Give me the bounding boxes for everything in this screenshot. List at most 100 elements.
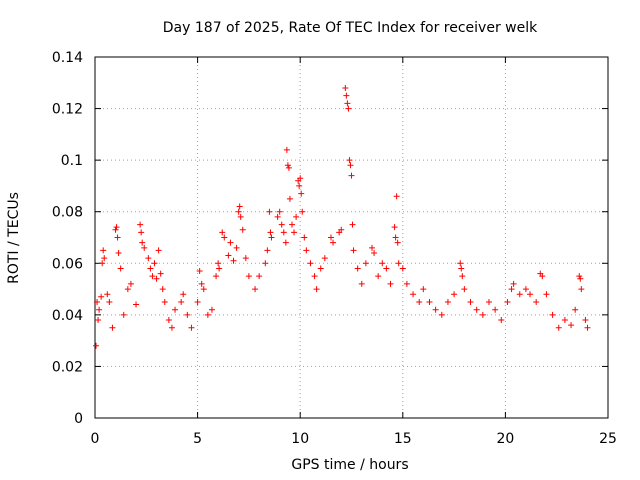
data-point — [555, 324, 562, 331]
data-point — [393, 193, 400, 200]
x-tick-label: 0 — [91, 431, 100, 447]
data-point — [172, 306, 179, 313]
data-point — [527, 291, 534, 298]
data-point — [94, 298, 101, 305]
data-point — [194, 298, 201, 305]
data-point — [578, 286, 585, 293]
data-point — [293, 213, 300, 220]
data-point — [236, 203, 243, 210]
data-point — [245, 273, 252, 280]
data-point — [96, 306, 103, 313]
data-point — [461, 286, 468, 293]
data-point — [138, 229, 145, 236]
data-point — [307, 260, 314, 267]
data-point — [221, 234, 228, 241]
data-point — [165, 317, 172, 324]
data-point — [549, 311, 556, 318]
x-tick-label: 20 — [496, 431, 514, 447]
data-point — [358, 280, 365, 287]
data-point — [235, 208, 242, 215]
data-point — [230, 257, 237, 264]
data-point — [109, 324, 116, 331]
data-point — [266, 208, 273, 215]
data-point — [242, 255, 249, 262]
data-point — [180, 291, 187, 298]
x-tick-label: 5 — [193, 431, 202, 447]
data-point — [473, 306, 480, 313]
data-point — [543, 291, 550, 298]
y-axis-ticks: 0 0.02 0.04 0.06 0.08 0.1 0.12 0.14 — [52, 50, 608, 427]
data-point — [349, 221, 356, 228]
data-point — [387, 280, 394, 287]
data-point — [438, 311, 445, 318]
data-point — [117, 265, 124, 272]
data-point — [145, 255, 152, 262]
data-point — [284, 162, 291, 169]
data-point — [344, 100, 351, 107]
data-point — [216, 265, 223, 272]
y-tick-label: 0 — [74, 411, 83, 427]
data-point — [208, 306, 215, 313]
data-point — [330, 239, 337, 246]
data-point — [219, 229, 226, 236]
data-point — [178, 298, 185, 305]
data-point — [155, 247, 162, 254]
data-point — [296, 182, 303, 189]
data-points — [93, 84, 591, 349]
data-point — [285, 164, 292, 171]
data-point — [215, 260, 222, 267]
data-point — [149, 273, 156, 280]
data-point — [504, 298, 511, 305]
data-point — [510, 280, 517, 287]
data-point — [100, 247, 107, 254]
data-point — [159, 286, 166, 293]
data-point — [508, 286, 515, 293]
data-point — [522, 286, 529, 293]
data-point — [485, 298, 492, 305]
y-tick-label: 0.14 — [52, 50, 83, 66]
data-point — [371, 249, 378, 256]
data-point — [99, 260, 106, 267]
data-point — [416, 298, 423, 305]
data-point — [345, 105, 352, 112]
y-tick-label: 0.12 — [52, 102, 83, 118]
data-point — [291, 229, 298, 236]
data-point — [227, 239, 234, 246]
data-point — [151, 260, 158, 267]
data-point — [299, 208, 306, 215]
data-point — [539, 273, 546, 280]
data-point — [188, 324, 195, 331]
data-point — [133, 301, 140, 308]
data-point — [582, 317, 589, 324]
data-point — [115, 249, 122, 256]
data-point — [347, 162, 354, 169]
plot-frame — [94, 56, 609, 419]
data-point — [104, 291, 111, 298]
data-point — [113, 224, 120, 231]
data-point — [298, 190, 305, 197]
data-point — [467, 298, 474, 305]
data-point — [101, 255, 108, 262]
data-point — [395, 260, 402, 267]
data-point — [98, 293, 105, 300]
y-tick-label: 0.04 — [52, 308, 83, 324]
data-point — [369, 244, 376, 251]
data-point — [252, 286, 259, 293]
data-point — [458, 265, 465, 272]
data-point — [321, 255, 328, 262]
data-point — [168, 324, 175, 331]
data-point — [237, 213, 244, 220]
data-point — [184, 311, 191, 318]
data-point — [498, 317, 505, 324]
data-point — [239, 226, 246, 233]
data-point — [274, 213, 281, 220]
y-tick-label: 0.1 — [61, 153, 83, 169]
data-point — [572, 306, 579, 313]
data-point — [286, 195, 293, 202]
data-point — [264, 247, 271, 254]
data-point — [106, 298, 113, 305]
x-tick-label: 25 — [599, 431, 617, 447]
data-point — [362, 260, 369, 267]
